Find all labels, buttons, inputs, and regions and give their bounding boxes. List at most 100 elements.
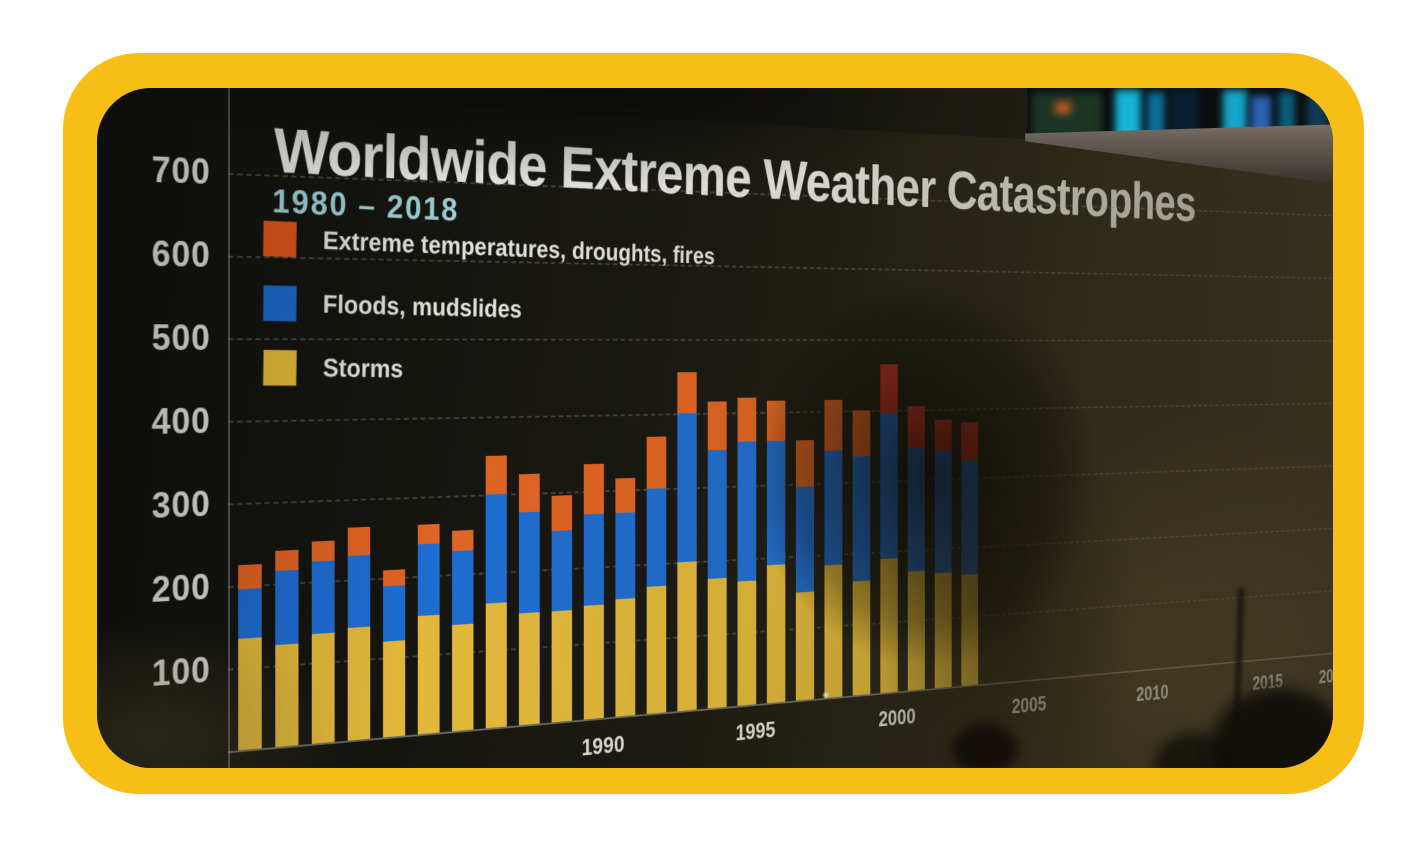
y-axis-line	[228, 88, 230, 768]
segment-floods	[275, 570, 299, 645]
segment-floods	[824, 450, 843, 566]
bar-1999	[852, 410, 871, 696]
segment-storms	[518, 611, 540, 726]
y-tick-label: 100	[151, 649, 211, 694]
bar-1980	[238, 563, 262, 751]
segment-temperatures	[961, 422, 979, 461]
y-tick-label: 400	[151, 400, 211, 442]
segment-floods	[852, 456, 871, 582]
bar-2002	[934, 419, 952, 689]
chart-plane: Number of events Worldwide Extreme Weath…	[97, 88, 1333, 768]
bar-1991	[615, 478, 636, 717]
legend-swatch	[263, 220, 297, 258]
segment-temperatures	[766, 400, 786, 442]
segment-storms	[311, 632, 335, 744]
segment-floods	[707, 449, 727, 580]
segment-storms	[766, 563, 786, 704]
segment-floods	[795, 486, 815, 593]
segment-temperatures	[485, 455, 507, 495]
bar-1986	[452, 530, 474, 732]
segment-floods	[934, 450, 952, 574]
segment-storms	[934, 572, 952, 689]
segment-temperatures	[646, 436, 667, 489]
legend-swatch	[263, 285, 297, 322]
segment-temperatures	[452, 530, 474, 551]
bar-2000	[880, 364, 898, 694]
segment-temperatures	[677, 372, 697, 414]
segment-temperatures	[707, 401, 727, 450]
bar-1996	[766, 400, 786, 704]
segment-floods	[417, 543, 440, 616]
bar-1981	[275, 549, 299, 748]
segment-temperatures	[518, 473, 540, 513]
x-tick-label: 2018	[1318, 664, 1333, 688]
y-tick-label: 300	[151, 483, 211, 526]
legend-row: Storms	[263, 349, 715, 389]
bar-2001	[907, 405, 925, 691]
display-glyph	[1147, 92, 1165, 138]
segment-storms	[275, 643, 299, 748]
segment-temperatures	[347, 526, 371, 556]
y-tick-label: 500	[151, 317, 211, 358]
x-tick-label: 2000	[878, 704, 916, 732]
segment-temperatures	[383, 568, 406, 586]
segment-storms	[615, 598, 636, 717]
bar-1982	[311, 540, 335, 744]
segment-temperatures	[880, 364, 898, 414]
segment-temperatures	[275, 549, 299, 572]
y-tick-label: 200	[151, 566, 211, 610]
bar-1997	[795, 439, 815, 701]
segment-temperatures	[795, 439, 815, 488]
bar-1984	[383, 568, 406, 738]
segment-temperatures	[417, 523, 440, 545]
segment-floods	[737, 441, 757, 582]
segment-storms	[907, 570, 925, 691]
segment-temperatures	[238, 563, 262, 590]
y-tick-label: 700	[151, 149, 211, 192]
y-axis-title: Number of events	[97, 317, 104, 621]
segment-storms	[852, 580, 871, 696]
segment-floods	[551, 529, 573, 612]
segment-storms	[551, 609, 573, 723]
segment-floods	[961, 460, 979, 576]
bar-1988	[518, 473, 540, 726]
segment-storms	[707, 578, 727, 709]
segment-temperatures	[615, 478, 636, 513]
reflection-speck	[823, 693, 828, 697]
segment-temperatures	[852, 410, 871, 457]
bar-1989	[551, 495, 573, 723]
x-tick-label: 1995	[735, 717, 776, 746]
segment-storms	[737, 580, 757, 706]
segment-storms	[824, 564, 843, 699]
segment-floods	[615, 511, 636, 600]
segment-temperatures	[907, 405, 925, 449]
x-tick-label: 1990	[581, 731, 625, 761]
legend-swatch	[263, 349, 297, 386]
bar-1995	[737, 397, 757, 706]
display-glyph	[1032, 92, 1102, 138]
x-tick-label: 2010	[1136, 681, 1169, 707]
segment-floods	[485, 493, 507, 604]
bar-2003	[961, 422, 979, 686]
legend-row: Floods, mudslides	[263, 285, 715, 331]
segment-floods	[646, 488, 667, 587]
legend-label: Storms	[322, 353, 404, 383]
segment-storms	[485, 602, 507, 729]
segment-temperatures	[551, 495, 573, 531]
segment-storms	[238, 637, 262, 751]
segment-floods	[311, 560, 335, 635]
segment-floods	[518, 511, 540, 614]
segment-storms	[795, 591, 815, 701]
y-tick-label: 600	[151, 233, 211, 275]
segment-temperatures	[583, 463, 604, 514]
display-glyph	[1251, 96, 1271, 136]
segment-floods	[766, 440, 786, 565]
bar-1998	[824, 400, 843, 699]
display-glyph	[1055, 102, 1071, 114]
bar-1990	[583, 463, 604, 720]
segment-storms	[583, 604, 604, 720]
segment-floods	[907, 447, 925, 572]
segment-storms	[961, 574, 979, 686]
bar-1983	[347, 526, 371, 741]
